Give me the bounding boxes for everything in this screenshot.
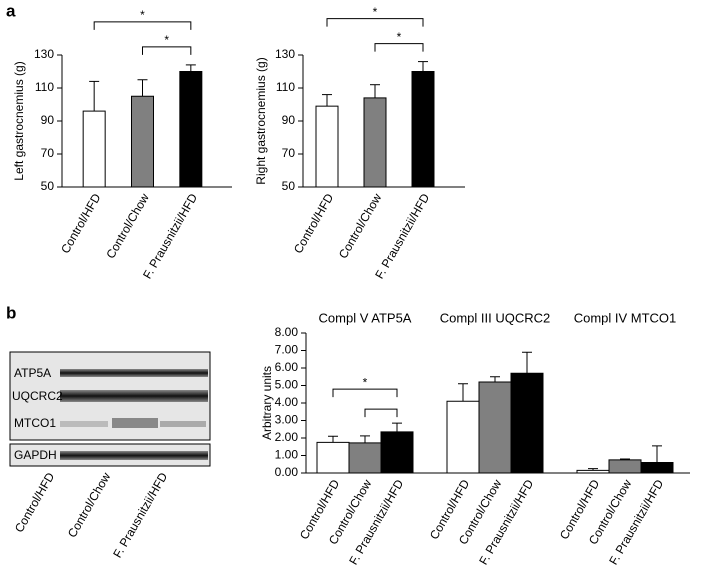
western-blot: ATP5A UQCRC2 MTCO1 GAPDH Control/HFD Con… — [9, 351, 211, 560]
y-tick-label: 70 — [282, 146, 296, 160]
y-tick-label: 110 — [276, 80, 295, 94]
y-tick-label: 4.00 — [275, 395, 299, 409]
significance-bracket — [364, 408, 398, 418]
significance-label: * — [373, 5, 378, 19]
band — [60, 421, 108, 427]
y-tick-label: 50 — [282, 179, 296, 193]
significance-label: * — [164, 33, 169, 47]
x-tick-label: Control/HFD — [58, 191, 104, 256]
bar — [315, 105, 339, 188]
y-axis-label: Arbitrary units — [260, 366, 274, 440]
bar — [640, 462, 674, 474]
bar — [411, 71, 435, 188]
significance-bracket — [142, 46, 192, 55]
bar — [608, 459, 642, 474]
band — [60, 390, 208, 402]
bar — [576, 469, 610, 474]
panel-label: a — [6, 1, 16, 20]
bar — [478, 381, 512, 474]
x-tick-label: Control/Chow — [336, 191, 385, 261]
y-tick-label: 130 — [34, 47, 54, 61]
lane-label: Control/HFD — [12, 470, 58, 535]
y-tick-label: 1.00 — [275, 448, 299, 462]
y-tick-label: 50 — [41, 179, 55, 193]
y-tick-label: 130 — [275, 47, 295, 61]
band — [60, 369, 208, 377]
significance-bracket — [374, 43, 424, 52]
x-tick-label: F. Prausnitzii/HFD — [140, 191, 200, 281]
bar — [179, 71, 203, 188]
band — [112, 418, 158, 428]
x-tick-label: Control/HFD — [291, 191, 337, 256]
group-title: Compl V ATP5A — [319, 310, 412, 325]
y-tick-label: 90 — [41, 113, 55, 127]
y-tick-label: 5.00 — [275, 378, 299, 392]
bar — [348, 442, 382, 474]
x-tick-label: F. Prausnitzii/HFD — [372, 191, 432, 281]
significance-label: * — [397, 30, 402, 44]
y-tick-label: 90 — [282, 113, 296, 127]
y-axis-label: Left gastrocnemius (g) — [12, 61, 26, 180]
lane-label: Control/Chow — [65, 470, 114, 540]
y-tick-label: 6.00 — [275, 360, 299, 374]
significance-bracket — [93, 21, 192, 30]
band-label: GAPDH — [14, 448, 57, 462]
band-label: UQCRC2 — [12, 389, 63, 403]
y-tick-label: 2.00 — [275, 430, 299, 444]
y-tick-label: 3.00 — [275, 413, 299, 427]
y-tick-label: 8.00 — [275, 325, 299, 339]
lane-label: F. Prausnitzii/HFD — [110, 470, 170, 560]
significance-label: * — [140, 8, 145, 22]
bar — [316, 441, 350, 474]
significance-bracket — [332, 388, 398, 398]
panel-label: b — [6, 303, 16, 322]
y-axis-label: Right gastrocnemius (g) — [254, 57, 268, 184]
band — [60, 451, 208, 460]
significance-bracket — [326, 18, 424, 27]
group-title: Compl IV MTCO1 — [574, 310, 677, 325]
band-label: MTCO1 — [14, 416, 56, 430]
significance-label: * — [363, 375, 368, 389]
band — [160, 421, 206, 427]
y-tick-label: 110 — [35, 80, 54, 94]
bar — [131, 95, 154, 188]
y-tick-label: 0.00 — [275, 465, 299, 479]
bar — [510, 372, 544, 474]
bar — [82, 110, 106, 188]
bar — [363, 97, 387, 188]
group-title: Compl III UQCRC2 — [440, 310, 551, 325]
x-tick-label: Control/Chow — [103, 191, 152, 261]
bar — [446, 400, 480, 474]
bar — [380, 431, 414, 474]
band-label: ATP5A — [14, 366, 51, 380]
y-tick-label: 70 — [41, 146, 55, 160]
y-tick-label: 7.00 — [275, 343, 299, 357]
